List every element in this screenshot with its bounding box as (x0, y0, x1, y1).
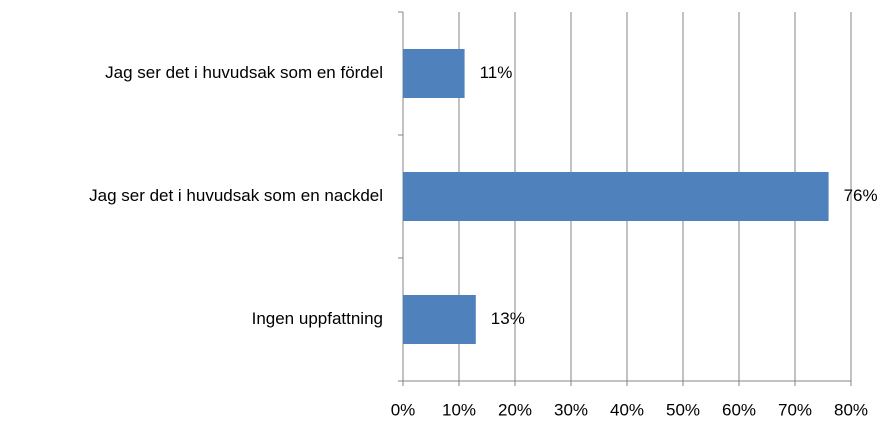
y-tick-label: Jag ser det i huvudsak som en fördel (105, 63, 383, 82)
x-tick-label: 30% (554, 400, 588, 419)
data-label: 11% (480, 63, 513, 82)
x-tick-label: 50% (666, 400, 700, 419)
x-tick-label: 80% (834, 400, 868, 419)
x-tick-label: 40% (610, 400, 644, 419)
bar (403, 295, 476, 344)
x-tick-label: 70% (778, 400, 812, 419)
x-tick-label: 0% (391, 400, 416, 419)
bar (403, 172, 829, 221)
data-label: 13% (491, 309, 525, 328)
x-tick-label: 10% (442, 400, 476, 419)
y-tick-label: Ingen uppfattning (252, 309, 383, 328)
y-tick-label: Jag ser det i huvudsak som en nackdel (89, 186, 383, 205)
bar (403, 49, 465, 98)
data-label: 76% (844, 186, 878, 205)
x-tick-label: 20% (498, 400, 532, 419)
x-tick-label: 60% (722, 400, 756, 419)
